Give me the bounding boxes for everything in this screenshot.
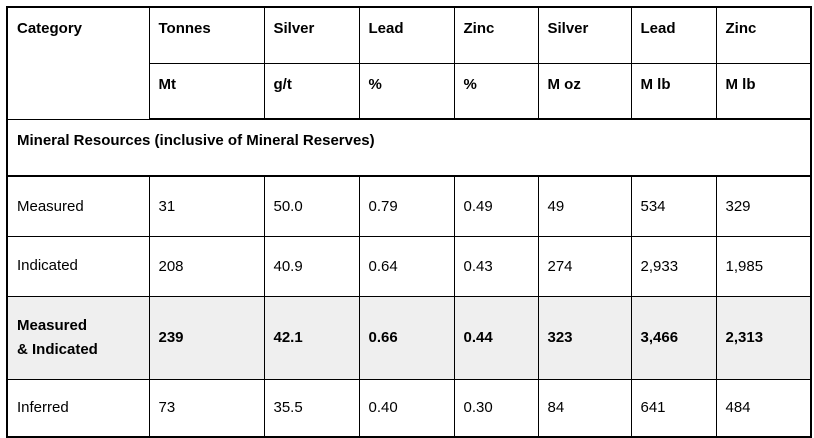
unit-lead-grade: %: [358, 62, 455, 120]
unit-tonnes: Mt: [148, 62, 265, 120]
data-cell: 49: [537, 175, 632, 237]
data-cell: 50.0: [263, 175, 360, 237]
header-row: Category Tonnes Silver Lead Zinc Silver …: [6, 6, 812, 120]
data-cell: 323: [537, 295, 632, 380]
unit-lead-metal: M lb: [630, 62, 717, 120]
data-cell: 31: [148, 175, 265, 237]
unit-zinc-grade: %: [453, 62, 539, 120]
row-measured-and-indicated-label: Measured & Indicated: [6, 295, 150, 380]
data-cell: 0.79: [358, 175, 455, 237]
data-cell: 641: [630, 378, 717, 438]
row-inferred-label: Inferred: [6, 378, 150, 438]
data-cell: 534: [630, 175, 717, 237]
data-cell: 274: [537, 235, 632, 297]
mineral-resources-table: Category Tonnes Silver Lead Zinc Silver …: [6, 6, 812, 438]
data-cell: 0.49: [453, 175, 539, 237]
row-indicated-label: Indicated: [6, 235, 150, 297]
data-cell: 3,466: [630, 295, 717, 380]
data-cell: 484: [715, 378, 812, 438]
header-silver-grade: Silver: [263, 6, 360, 64]
unit-silver-grade: g/t: [263, 62, 360, 120]
data-cell: 239: [148, 295, 265, 380]
data-cell: 73: [148, 378, 265, 438]
header-lead-metal: Lead: [630, 6, 717, 64]
data-cell: 0.64: [358, 235, 455, 297]
data-cell: 0.43: [453, 235, 539, 297]
data-cell: 35.5: [263, 378, 360, 438]
row-measured: Measured 31 50.0 0.79 0.49 49 534 329: [6, 175, 812, 237]
row-inferred: Inferred 73 35.5 0.40 0.30 84 641 484: [6, 378, 812, 438]
unit-zinc-metal: M lb: [715, 62, 812, 120]
data-cell: 40.9: [263, 235, 360, 297]
header-category: Category: [6, 6, 150, 120]
header-silver-metal: Silver: [537, 6, 632, 64]
row-indicated: Indicated 208 40.9 0.64 0.43 274 2,933 1…: [6, 235, 812, 297]
data-cell: 329: [715, 175, 812, 237]
row-measured-label: Measured: [6, 175, 150, 237]
data-cell: 0.66: [358, 295, 455, 380]
header-zinc-metal: Zinc: [715, 6, 812, 64]
row-measured-and-indicated: Measured & Indicated 239 42.1 0.66 0.44 …: [6, 295, 812, 380]
header-lead-grade: Lead: [358, 6, 455, 64]
data-cell: 1,985: [715, 235, 812, 297]
data-cell: 42.1: [263, 295, 360, 380]
data-cell: 0.40: [358, 378, 455, 438]
data-cell: 2,933: [630, 235, 717, 297]
data-cell: 84: [537, 378, 632, 438]
data-cell: 208: [148, 235, 265, 297]
section-header-row: Mineral Resources (inclusive of Mineral …: [6, 118, 812, 177]
data-cell: 0.44: [453, 295, 539, 380]
data-cell: 2,313: [715, 295, 812, 380]
unit-silver-metal: M oz: [537, 62, 632, 120]
data-cell: 0.30: [453, 378, 539, 438]
section-title: Mineral Resources (inclusive of Mineral …: [6, 118, 812, 177]
header-zinc-grade: Zinc: [453, 6, 539, 64]
header-tonnes: Tonnes: [148, 6, 265, 64]
units-row: Mt g/t % % M oz M lb M lb: [7, 62, 812, 120]
